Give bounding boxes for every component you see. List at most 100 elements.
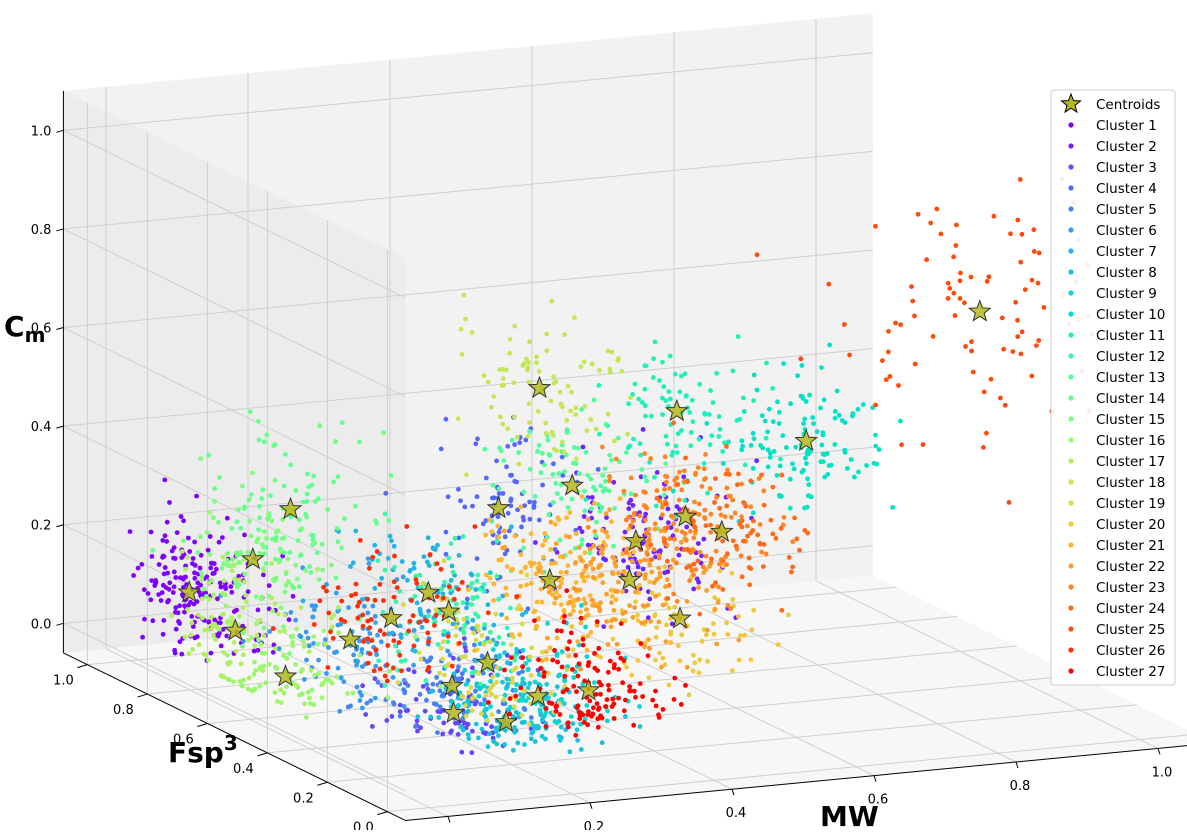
data-point: [739, 574, 745, 580]
data-point: [494, 741, 500, 747]
data-point: [446, 584, 452, 590]
data-point: [924, 257, 929, 263]
data-point: [679, 487, 685, 493]
data-point: [557, 593, 562, 599]
data-point: [786, 555, 792, 560]
data-point: [372, 597, 378, 603]
data-point: [909, 284, 914, 289]
data-point: [410, 613, 416, 619]
data-point: [477, 641, 483, 647]
data-point: [641, 489, 647, 495]
data-point: [473, 587, 479, 592]
data-point: [449, 728, 454, 734]
data-point: [357, 638, 362, 644]
data-point: [512, 478, 518, 484]
data-point: [198, 552, 204, 558]
data-point: [266, 511, 272, 516]
data-point: [204, 574, 210, 580]
data-point: [373, 620, 378, 626]
data-point: [440, 656, 446, 662]
data-point: [527, 429, 532, 434]
data-point: [842, 322, 847, 327]
data-point: [375, 558, 381, 564]
data-point: [370, 724, 375, 729]
data-point: [432, 623, 437, 628]
data-point: [693, 470, 699, 476]
centroid-star: [576, 677, 601, 701]
data-point: [704, 588, 709, 593]
data-point: [584, 703, 590, 708]
data-point: [505, 443, 511, 449]
data-point: [240, 652, 246, 658]
data-point: [599, 528, 605, 533]
data-point: [324, 671, 329, 676]
data-point: [754, 252, 760, 258]
data-point: [969, 348, 974, 354]
data-point: [873, 223, 878, 229]
data-point: [684, 664, 690, 670]
data-point: [462, 654, 468, 659]
data-point: [211, 570, 217, 576]
data-point: [836, 412, 842, 418]
data-point: [696, 501, 702, 507]
data-point: [282, 452, 288, 457]
data-point: [648, 456, 653, 461]
data-point: [357, 439, 362, 445]
data-point: [654, 488, 660, 493]
data-point: [397, 588, 402, 594]
data-point: [642, 386, 648, 392]
data-point: [500, 421, 505, 427]
data-point: [672, 675, 678, 681]
data-point: [661, 384, 667, 390]
data-point: [623, 517, 629, 523]
data-point: [199, 577, 205, 583]
data-point: [293, 662, 299, 667]
data-point: [345, 704, 351, 710]
data-point: [470, 665, 475, 671]
axis-lines: [56, 90, 1187, 823]
data-point: [873, 402, 878, 408]
data-point: [613, 456, 619, 462]
centroid-star: [177, 580, 202, 603]
data-point: [609, 600, 614, 606]
data-point: [470, 617, 476, 623]
data-point: [714, 370, 719, 376]
data-point: [730, 538, 736, 544]
data-point: [672, 604, 677, 610]
data-point: [491, 622, 497, 628]
data-point: [208, 614, 214, 620]
data-point: [953, 243, 959, 248]
data-point: [218, 673, 224, 678]
data-point: [182, 634, 188, 640]
data-point: [527, 499, 532, 505]
data-point: [430, 545, 436, 551]
data-point: [716, 434, 722, 439]
data-point: [278, 687, 283, 693]
data-point: [791, 466, 797, 472]
data-point: [1031, 249, 1037, 254]
data-point: [494, 573, 500, 579]
legend-marker: [1068, 185, 1074, 191]
data-point: [351, 652, 356, 658]
data-point: [705, 490, 710, 496]
data-point: [548, 547, 554, 552]
data-point: [724, 503, 730, 509]
data-point: [570, 721, 576, 726]
data-point: [629, 672, 634, 678]
data-point: [663, 639, 669, 644]
data-point: [320, 567, 326, 573]
data-point: [434, 561, 440, 566]
data-point: [206, 657, 211, 663]
data-point: [525, 667, 531, 673]
data-point: [425, 535, 431, 541]
data-point: [436, 715, 442, 720]
data-point: [565, 505, 571, 510]
data-point: [496, 596, 501, 602]
data-point: [377, 628, 383, 634]
data-point: [214, 566, 219, 572]
data-point: [451, 596, 457, 602]
data-point: [453, 624, 459, 630]
data-point: [470, 728, 475, 734]
data-point: [665, 577, 670, 583]
data-point: [600, 473, 606, 478]
